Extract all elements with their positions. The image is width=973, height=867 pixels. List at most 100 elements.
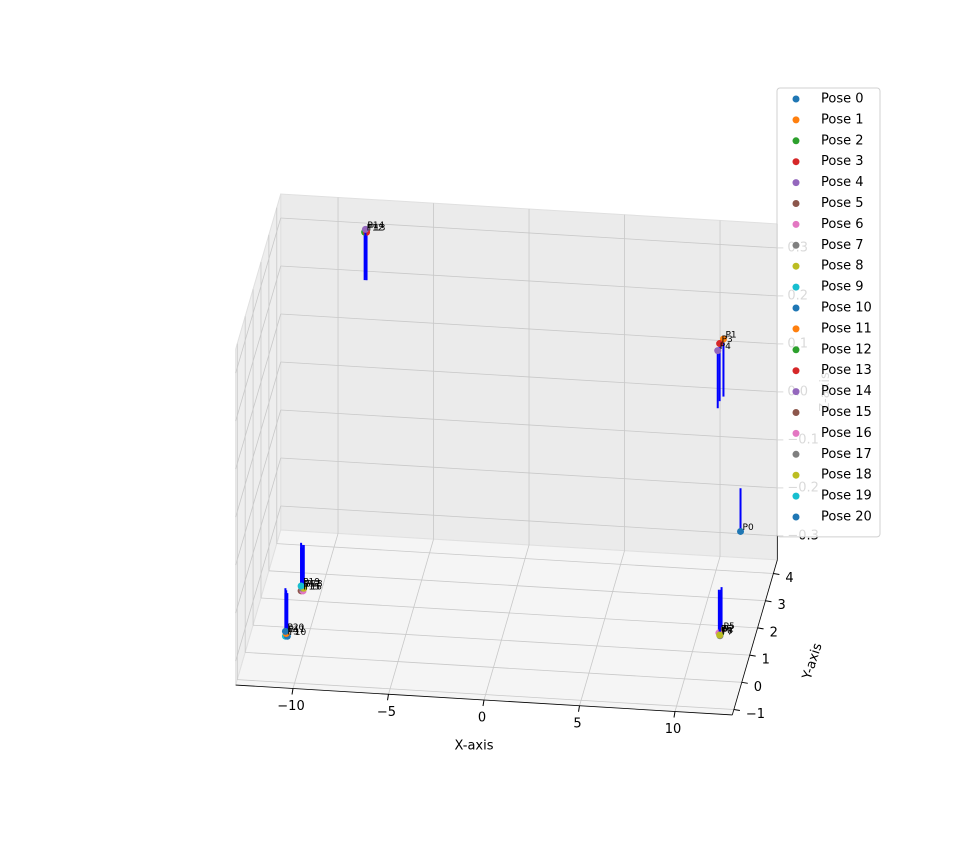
pose-point [297,582,305,590]
grid-line [237,679,734,710]
y-tick [733,709,740,712]
point-label: P12 [367,224,384,234]
legend-marker [792,304,800,312]
legend-marker [792,116,800,124]
y-tick [765,600,772,603]
legend-marker [792,158,800,166]
legend-marker [792,283,800,291]
legend-label: Pose 5 [821,196,864,211]
y-tick [757,627,764,630]
legend-marker [792,450,800,458]
legend-label: Pose 4 [821,175,864,190]
grid-line [292,533,339,689]
x-tick [578,705,580,712]
grid-line [280,217,778,249]
point-label: P14 [367,221,384,231]
legend-marker [792,471,800,479]
x-tick [291,688,294,695]
x-tick [387,694,389,701]
point-label: P19 [303,578,320,588]
grid-line [674,556,721,712]
y-tick-label: 2 [770,625,778,640]
legend-marker [792,325,800,333]
y-tick-label: 1 [762,653,770,668]
point-label: P16 [305,582,322,592]
legend-label: Pose 10 [821,301,872,316]
y-axis-title: Y-axis [800,641,826,682]
grid-line [483,544,530,701]
grid-line [235,217,282,374]
point-label: P1 [725,330,736,340]
legend-label: Pose 12 [821,342,872,357]
legend-marker [792,262,800,270]
legend: Pose 0 Pose 1 Pose 2 Pose 3 Pose 4 Pose 5 Pose… [776,87,881,538]
x-tick-label: −10 [277,699,304,714]
point-label: P15 [303,582,320,592]
grid-line [280,457,778,489]
y-tick-label: 3 [777,598,785,613]
grid-line [235,265,282,422]
grid-line [280,505,778,537]
point-label: P8 [722,627,733,637]
legend-label: Pose 13 [821,363,872,378]
pose-point [737,527,745,535]
legend-label: Pose 3 [821,154,864,169]
pose-point [716,631,724,639]
legend-marker [792,388,800,396]
legend-marker [792,429,800,437]
y-tick-label: −1 [746,707,765,722]
legend-marker [792,95,800,103]
legend-marker [792,200,800,207]
pose-point [361,225,369,233]
x-tick-label: 0 [478,711,486,726]
y-tick [749,654,756,657]
legend-marker [792,367,800,375]
x-tick-label: −5 [377,705,396,720]
point-label: P5 [724,622,735,632]
legend-label: Pose 20 [821,510,872,525]
y-tick-label: 4 [785,571,793,586]
legend-label: Pose 2 [821,133,864,148]
legend-label: Pose 14 [821,384,872,399]
legend-label: Pose 0 [821,92,864,107]
pose-point [714,347,722,355]
legend-marker [792,513,800,521]
point-label: P0 [743,523,754,533]
point-label: P3 [722,335,733,345]
legend-label: Pose 19 [821,489,872,504]
point-label: P2 [723,625,734,635]
x-tick [673,711,676,718]
legend-marker [792,492,800,500]
legend-label: Pose 11 [821,321,872,336]
legend-marker [792,137,800,145]
grid-line [235,457,282,614]
grid-line [280,313,778,345]
point-label: P7 [722,627,733,637]
grid-line [268,570,766,602]
point-label: P18 [306,580,323,590]
legend-marker [792,346,800,354]
x-tick-label: 10 [665,722,682,737]
grid-line [235,409,282,566]
point-label: P10 [289,628,306,638]
grid-line [260,597,758,629]
legend-label: Pose 8 [821,259,864,274]
legend-label: Pose 18 [821,468,872,483]
pose-point [716,340,724,348]
legend-label: Pose 1 [821,112,864,127]
grid-line [579,550,625,706]
grid-line [280,409,778,441]
grid-line [245,652,742,683]
y-tick [741,681,748,684]
legend-marker [792,179,800,187]
grid-line [280,265,778,297]
marks [281,225,745,640]
legend-label: Pose 16 [821,426,872,441]
grid-line [235,313,282,470]
point-label: P13 [369,224,386,234]
x-tick [482,699,485,707]
legend-label: Pose 17 [821,447,872,462]
point-label: P20 [287,623,304,633]
y-tick [773,573,780,576]
y-tick-label: 0 [754,680,762,695]
